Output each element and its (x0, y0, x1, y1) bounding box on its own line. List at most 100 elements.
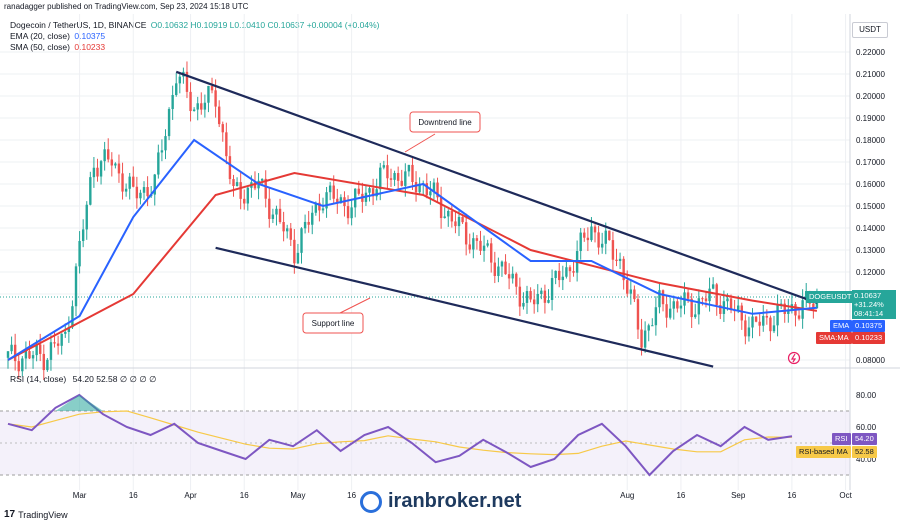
candle-body (379, 167, 382, 190)
candle-body (328, 185, 332, 193)
support-callout-text: Support line (312, 319, 355, 328)
ema20-line (7, 138, 817, 361)
price-tick-label: 0.16000 (856, 180, 885, 189)
rsi-tick-label: 60.00 (856, 423, 877, 432)
candle-body (382, 165, 386, 168)
candle-body (46, 359, 49, 371)
candle-body (550, 278, 554, 300)
candle-body (765, 315, 769, 318)
time-axis[interactable]: Mar 16 Apr 16 May 16 Aug 16 Sep 16 Oct (73, 491, 853, 500)
candle-body (293, 239, 296, 264)
candle-body (797, 315, 801, 319)
candle-body (296, 252, 300, 264)
candle-body (815, 299, 819, 309)
candle-body (35, 344, 38, 356)
rsi-label: RSI (14, close) (10, 374, 67, 384)
rsi-ma-line (7, 410, 793, 456)
candle-body (17, 361, 20, 372)
candle-body (726, 298, 729, 302)
candle-body (615, 259, 618, 262)
sma-row: SMA (50, close) 0.10233 (10, 42, 380, 53)
price-tick-label: 0.17000 (856, 158, 885, 167)
candle-body (654, 307, 658, 326)
candle-body (436, 182, 439, 198)
candle-body (207, 85, 210, 103)
candle-body (404, 171, 407, 186)
candle-body (346, 206, 350, 219)
time-tick-label: 16 (240, 491, 249, 500)
candle-body (561, 276, 565, 281)
candle-body (622, 258, 625, 281)
candle-body (493, 262, 496, 276)
candle-body (500, 261, 504, 267)
candle-body (157, 152, 160, 175)
candle-body (643, 330, 647, 348)
candle-body (647, 325, 650, 331)
candle-body (461, 216, 464, 223)
price-tag-box: 0.10637 +31.24% 08:41:14 (852, 290, 896, 319)
time-tick-label: Oct (839, 491, 852, 500)
price-tick-label: 0.13000 (856, 246, 885, 255)
candle-body (300, 228, 303, 253)
candle-body (701, 298, 704, 300)
candle-body (243, 198, 246, 204)
candle-body (214, 90, 217, 107)
candle-body (536, 293, 539, 305)
lightning-bolt (790, 353, 797, 363)
candle-body (56, 343, 60, 346)
candle-body (697, 298, 701, 315)
candle-body (81, 229, 85, 241)
candle-body (357, 188, 360, 194)
downtrend-callout-pointer (404, 133, 436, 153)
candle-body (253, 182, 257, 189)
candle-body (321, 208, 325, 211)
candle-body (153, 174, 156, 195)
price-tick-label: 0.14000 (856, 224, 885, 233)
candle-body (85, 204, 88, 230)
support-callout[interactable] (302, 312, 364, 334)
candle-body (336, 198, 339, 204)
candle-body (396, 173, 400, 181)
candle-body (228, 156, 232, 180)
candle-body (185, 71, 189, 92)
ohlc-values: O0.10632 H0.10919 L0.10410 C0.10637 +0.0… (150, 20, 380, 30)
downtrend-line[interactable] (175, 70, 818, 304)
price-tag-countdown: 08:41:14 (854, 309, 884, 318)
currency-button[interactable]: USDT (852, 22, 888, 38)
candle-body (332, 185, 335, 199)
candle-body (694, 314, 697, 318)
candle-body (246, 187, 250, 204)
lightning-icon[interactable] (787, 351, 801, 365)
candle-body (507, 274, 511, 279)
candle-body (225, 132, 228, 157)
price-tag-change: +31.24% (854, 300, 884, 309)
candle-body (529, 291, 532, 300)
tradingview-logo-icon: 17 (4, 509, 16, 520)
candle-body (658, 290, 661, 308)
candle-body (339, 197, 343, 204)
price-tick-label: 0.19000 (856, 114, 885, 123)
support-line[interactable] (215, 246, 714, 368)
rsi-tick-label: 80.00 (856, 391, 877, 400)
candle-body (668, 308, 672, 318)
candle-body (60, 333, 63, 346)
rsi-line (7, 393, 793, 477)
time-tick-label: May (290, 491, 305, 500)
symbol-row: Dogecoin / TetherUS, 1D, BINANCE O0.1063… (10, 20, 380, 31)
candle-body (497, 266, 500, 276)
ema-label: EMA (20, close) (10, 31, 70, 41)
candle-body (371, 188, 375, 197)
candle-body (719, 305, 722, 314)
candle-body (132, 176, 135, 187)
candle-body (511, 273, 514, 279)
candle-body (608, 230, 611, 241)
candle-body (572, 271, 575, 273)
downtrend-callout[interactable] (409, 111, 481, 133)
sma-label: SMA (50, close) (10, 42, 70, 52)
candle-body (178, 76, 182, 84)
price-tick-label: 0.15000 (856, 202, 885, 211)
candle-body (160, 150, 164, 153)
candle-body (633, 289, 636, 300)
candle-body (189, 91, 192, 112)
candle-body (439, 197, 443, 219)
